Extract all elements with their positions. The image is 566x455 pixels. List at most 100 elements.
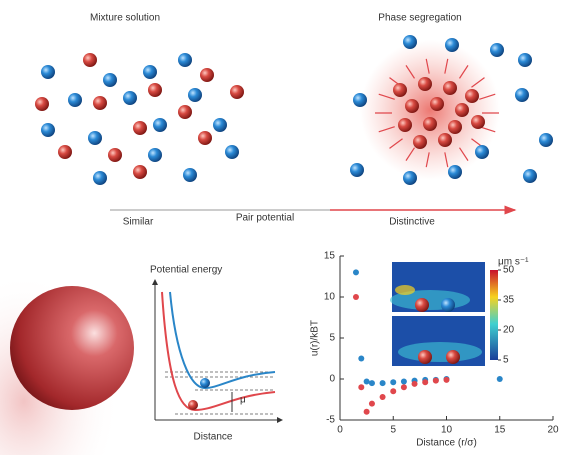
particle — [350, 163, 364, 177]
right-title: Phase segregation — [378, 13, 461, 24]
figure: Mixture solution Phase segregation Simil… — [0, 0, 566, 455]
particle — [108, 148, 122, 162]
particle — [418, 350, 432, 364]
particle — [405, 99, 419, 113]
particle — [200, 378, 210, 388]
point — [390, 379, 396, 385]
particle — [148, 83, 162, 97]
particle — [230, 85, 244, 99]
particle — [83, 53, 97, 67]
particle — [415, 298, 429, 312]
inset — [390, 262, 498, 366]
particle — [68, 93, 82, 107]
point — [353, 269, 359, 275]
particle — [133, 121, 147, 135]
particle — [123, 91, 137, 105]
particle — [353, 93, 367, 107]
axis-right: Distinctive — [389, 217, 435, 228]
particle — [200, 68, 214, 82]
particle — [93, 96, 107, 110]
x-tick-label: 15 — [494, 425, 506, 436]
particle — [93, 171, 107, 185]
point — [364, 409, 370, 415]
point — [497, 376, 503, 382]
point — [369, 380, 375, 386]
blue-curve — [170, 292, 275, 388]
x-tick-label: 5 — [390, 425, 396, 436]
axis-middle: Pair potential — [236, 213, 294, 224]
particle — [178, 105, 192, 119]
particle — [423, 117, 437, 131]
glow — [360, 40, 500, 180]
particle — [143, 65, 157, 79]
particle — [188, 400, 198, 410]
particle — [443, 81, 457, 95]
particle — [41, 123, 55, 137]
particle — [455, 103, 469, 117]
particle — [183, 168, 197, 182]
point — [401, 378, 407, 384]
particle — [446, 350, 460, 364]
particle — [103, 73, 117, 87]
point — [358, 356, 364, 362]
point — [412, 381, 418, 387]
particle — [133, 165, 147, 179]
particle — [35, 97, 49, 111]
x-tick-label: 10 — [441, 425, 453, 436]
point — [353, 294, 359, 300]
particle — [539, 133, 553, 147]
y-tick-label: 0 — [329, 374, 335, 385]
big-sphere — [10, 286, 134, 410]
point — [444, 377, 450, 383]
y-tick-label: 5 — [329, 333, 335, 344]
point — [422, 379, 428, 385]
particle — [448, 165, 462, 179]
colorbar-tick-label: 5 — [503, 355, 509, 366]
particle — [448, 120, 462, 134]
point — [390, 388, 396, 394]
mu-label: μ — [240, 395, 246, 406]
point — [369, 401, 375, 407]
potential-xlabel: Distance — [194, 432, 233, 443]
point — [380, 380, 386, 386]
particle — [471, 115, 485, 129]
y-tick-label: 10 — [324, 292, 336, 303]
particle — [153, 118, 167, 132]
particle — [188, 88, 202, 102]
y-tick-label: 15 — [324, 251, 336, 262]
particle — [41, 65, 55, 79]
top-panel: Mixture solution Phase segregation Simil… — [35, 13, 553, 228]
particle — [403, 171, 417, 185]
red-curve — [162, 292, 275, 410]
potential-sketch: μ Potential energy Distance — [150, 265, 280, 443]
left-title: Mixture solution — [90, 13, 160, 24]
point — [358, 384, 364, 390]
colorbar-tick-label: 35 — [503, 295, 515, 306]
particle — [445, 38, 459, 52]
particle — [523, 169, 537, 183]
particle — [88, 131, 102, 145]
y-axis-label: u(r)/kBT — [310, 320, 321, 356]
flow — [395, 285, 415, 295]
particle — [413, 135, 427, 149]
point — [364, 378, 370, 384]
particle — [225, 145, 239, 159]
particle — [465, 89, 479, 103]
potential-ylabel: Potential energy — [150, 265, 222, 276]
particle — [438, 133, 452, 147]
particle — [475, 145, 489, 159]
particle — [403, 35, 417, 49]
particle — [490, 43, 504, 57]
particle — [518, 53, 532, 67]
colorbar-label: μm s⁻¹ — [498, 257, 529, 268]
colorbar-tick-label: 20 — [503, 325, 515, 336]
axis-left: Similar — [123, 217, 154, 228]
particle — [213, 118, 227, 132]
particle — [418, 77, 432, 91]
point — [433, 378, 439, 384]
x-tick-label: 20 — [547, 425, 559, 436]
particle — [178, 53, 192, 67]
particle — [430, 97, 444, 111]
particle — [198, 131, 212, 145]
x-tick-label: 0 — [337, 425, 343, 436]
